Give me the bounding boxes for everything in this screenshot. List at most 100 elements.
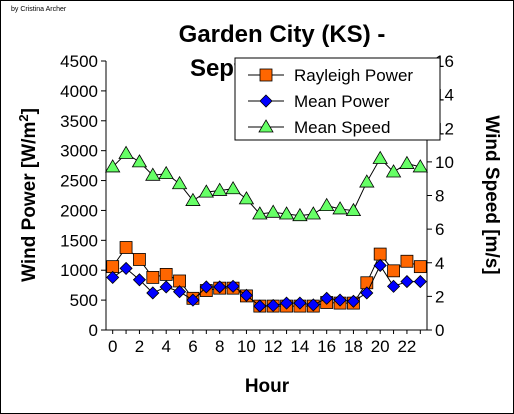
data-point-diamond — [132, 273, 147, 287]
series-mean-speed — [104, 145, 429, 222]
data-point-triangle — [399, 155, 415, 169]
data-point-triangle — [372, 150, 388, 164]
data-point-triangle — [158, 165, 174, 180]
axes: 0500100015002000250030003500400045000246… — [60, 52, 454, 356]
y-tick-label-left: 500 — [70, 291, 98, 310]
x-tick-label: 4 — [161, 337, 170, 356]
y-tick-label-right: 6 — [435, 220, 444, 239]
legend-marker-square — [259, 68, 273, 82]
data-point-triangle — [145, 167, 161, 181]
data-point-triangle — [265, 204, 281, 218]
data-point-diamond — [159, 280, 173, 294]
y-tick-label-right: 4 — [435, 254, 444, 273]
chart-title-line1: Garden City (KS) - — [179, 21, 386, 48]
x-axis-label: Hour — [245, 376, 290, 397]
y-tick-label-left: 3500 — [60, 112, 98, 131]
data-point-diamond — [106, 270, 120, 284]
data-point-diamond — [213, 280, 227, 294]
data-point-diamond — [119, 261, 133, 275]
data-point-triangle — [118, 145, 134, 159]
legend-label: Rayleigh Power — [294, 66, 413, 85]
data-point-diamond — [306, 298, 320, 312]
data-point-triangle — [305, 206, 322, 220]
series-rayleigh-power — [106, 241, 427, 313]
data-point-triangle — [198, 184, 215, 198]
data-point-diamond — [239, 288, 254, 302]
data-point-diamond — [266, 298, 280, 313]
data-point-diamond — [146, 286, 160, 300]
data-point-triangle — [345, 202, 362, 217]
data-point-square — [159, 268, 173, 281]
x-tick-label: 22 — [397, 337, 416, 356]
author-credit: by Cristina Archer — [11, 6, 67, 13]
x-tick-label: 10 — [237, 337, 256, 356]
data-point-triangle — [211, 182, 228, 196]
data-point-diamond — [386, 279, 401, 293]
x-tick-label: 14 — [290, 337, 309, 356]
legend-marker-triangle — [258, 119, 274, 133]
data-point-triangle — [252, 206, 268, 220]
y-tick-label-left: 4500 — [60, 52, 98, 71]
data-point-diamond — [373, 258, 387, 273]
x-tick-label: 16 — [317, 337, 336, 356]
legend: Rayleigh Power Mean Power Mean Speed — [234, 57, 441, 141]
data-point-diamond — [279, 296, 294, 310]
y-tick-label-left: 1000 — [60, 261, 98, 280]
x-tick-label: 2 — [135, 337, 144, 356]
legend-label: Mean Speed — [294, 118, 390, 137]
x-tick-label: 0 — [108, 337, 117, 356]
x-tick-label: 20 — [371, 337, 390, 356]
y-axis-label-left: Wind Power [W/m2] — [16, 108, 41, 282]
data-point-diamond — [320, 291, 334, 305]
data-point-diamond — [226, 279, 240, 293]
data-point-diamond — [186, 293, 200, 307]
data-point-diamond — [346, 294, 361, 308]
data-point-diamond — [199, 280, 213, 294]
data-point-square — [400, 254, 414, 268]
y-axis-label-right: Wind Speed [m/s] — [481, 115, 502, 274]
data-point-diamond — [333, 293, 347, 307]
data-point-triangle — [332, 201, 348, 215]
y-tick-label-left: 2500 — [60, 172, 98, 191]
data-point-triangle — [185, 192, 201, 206]
legend-marker-diamond — [259, 94, 273, 108]
data-point-square — [146, 270, 160, 284]
y-axis-label-end: ] — [19, 108, 40, 114]
y-tick-label-left: 4000 — [60, 82, 98, 101]
y-tick-label-left: 2000 — [60, 201, 98, 220]
data-point-square — [133, 253, 146, 266]
data-point-triangle — [171, 175, 188, 190]
data-point-triangle — [131, 154, 148, 168]
data-point-diamond — [253, 299, 267, 313]
data-point-triangle — [278, 206, 295, 220]
series-mean-power — [106, 258, 427, 313]
y-tick-label-right: 2 — [435, 287, 444, 306]
data-point-triangle — [292, 207, 308, 222]
data-point-triangle — [104, 159, 121, 173]
y-tick-label-right: 8 — [435, 187, 444, 206]
legend-label: Mean Power — [294, 92, 390, 111]
x-tick-label: 8 — [215, 337, 224, 356]
x-tick-label: 6 — [188, 337, 197, 356]
data-point-diamond — [172, 285, 187, 299]
data-point-square — [373, 247, 387, 261]
data-point-diamond — [413, 275, 427, 289]
data-point-triangle — [225, 180, 241, 195]
data-point-diamond — [293, 296, 307, 310]
y-tick-label-right: 0 — [435, 321, 444, 340]
y-tick-label-left: 0 — [89, 321, 98, 340]
x-tick-label: 18 — [344, 337, 363, 356]
y-tick-label-right: 10 — [435, 153, 454, 172]
data-point-square — [413, 260, 427, 274]
data-point-diamond — [400, 275, 414, 289]
y-axis-label-superscript: 2 — [16, 114, 31, 121]
data-point-triangle — [412, 159, 429, 173]
series-layer — [104, 145, 429, 313]
data-point-square — [387, 264, 400, 278]
data-point-triangle — [385, 164, 402, 178]
data-point-triangle — [359, 174, 375, 188]
y-axis-label-main: Wind Power [W/m — [19, 122, 40, 282]
data-point-triangle — [318, 197, 335, 211]
data-point-diamond — [360, 286, 374, 300]
y-tick-label-left: 3000 — [60, 142, 98, 161]
